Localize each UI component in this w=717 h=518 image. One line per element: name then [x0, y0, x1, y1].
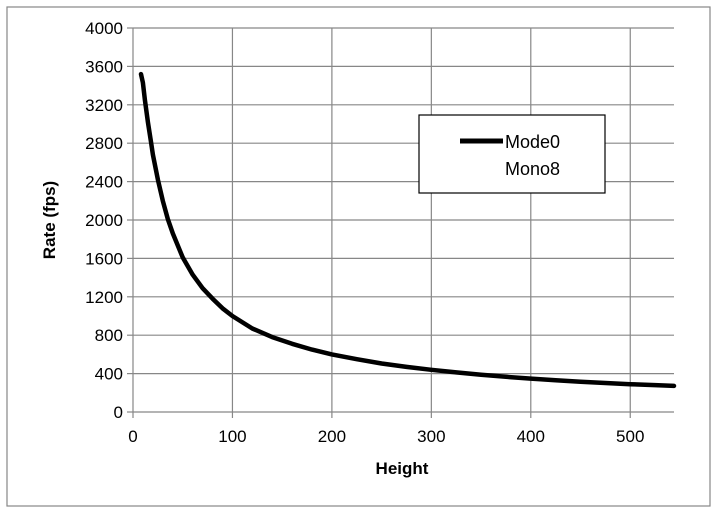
x-axis-title: Height — [376, 459, 429, 478]
axes — [127, 27, 674, 418]
x-tick-label: 200 — [318, 427, 346, 446]
y-tick-label: 0 — [114, 403, 123, 422]
y-tick-label: 2000 — [85, 211, 123, 230]
series-lines — [138, 71, 677, 389]
legend-box — [418, 114, 606, 194]
legend-entry-2: Mono8 — [505, 159, 560, 179]
series-line — [138, 71, 677, 389]
x-tick-label: 500 — [616, 427, 644, 446]
x-tick-label: 0 — [128, 427, 137, 446]
y-tick-label: 3600 — [85, 57, 123, 76]
y-tick-label: 1200 — [85, 288, 123, 307]
y-tick-label: 2400 — [85, 173, 123, 192]
y-axis-title: Rate (fps) — [40, 181, 59, 259]
y-tick-label: 800 — [95, 326, 123, 345]
chart-border — [6, 6, 711, 507]
y-tick-label: 3200 — [85, 96, 123, 115]
y-tick-label: 4000 — [85, 19, 123, 38]
tick-labels: 0 400 800 1200 1600 2000 2400 2800 3200 3600 4000 0… — [85, 19, 644, 446]
x-tick-label: 100 — [218, 427, 246, 446]
legend-entry-1: Mode0 — [505, 132, 560, 152]
y-tick-label: 1600 — [85, 249, 123, 268]
x-tick-label: 300 — [417, 427, 445, 446]
y-tick-label: 2800 — [85, 134, 123, 153]
x-tick-label: 400 — [517, 427, 545, 446]
legend: Mode0 Mono8 — [418, 114, 606, 194]
y-tick-label: 400 — [95, 365, 123, 384]
